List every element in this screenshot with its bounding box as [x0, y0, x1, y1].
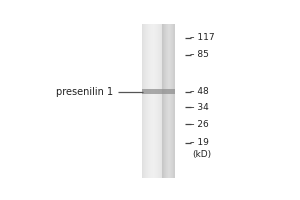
Bar — [156, 24, 157, 178]
Bar — [168, 24, 169, 178]
Text: presenilin 1: presenilin 1 — [56, 87, 113, 97]
Bar — [157, 24, 158, 178]
Bar — [164, 24, 165, 178]
Bar — [172, 24, 173, 178]
Text: – 85: – 85 — [190, 50, 209, 59]
Bar — [173, 24, 174, 178]
Bar — [142, 24, 144, 178]
Bar — [154, 24, 155, 178]
Text: – 26: – 26 — [190, 120, 208, 129]
Bar — [145, 24, 146, 178]
Bar — [150, 24, 152, 178]
Bar — [142, 89, 175, 94]
Bar — [146, 24, 147, 178]
Bar — [142, 24, 164, 178]
Bar — [171, 24, 172, 178]
Bar — [170, 24, 171, 178]
Text: – 19: – 19 — [190, 138, 209, 147]
Text: (kD): (kD) — [192, 150, 211, 159]
Bar — [158, 24, 159, 178]
Bar — [144, 24, 145, 178]
Bar — [153, 24, 154, 178]
Bar — [147, 24, 148, 178]
Bar — [148, 24, 149, 178]
Bar — [167, 24, 168, 178]
Bar — [165, 24, 166, 178]
Text: – 34: – 34 — [190, 103, 208, 112]
Bar — [163, 24, 164, 178]
Bar — [174, 24, 175, 178]
Bar — [163, 24, 175, 178]
Text: – 117: – 117 — [190, 33, 214, 42]
Bar — [163, 24, 164, 178]
Bar — [160, 24, 161, 178]
Bar — [152, 24, 153, 178]
Text: – 48: – 48 — [190, 87, 208, 96]
Bar — [161, 24, 163, 178]
Bar — [149, 24, 150, 178]
Bar — [166, 24, 167, 178]
Bar — [169, 24, 170, 178]
Bar — [155, 24, 156, 178]
Bar — [159, 24, 160, 178]
